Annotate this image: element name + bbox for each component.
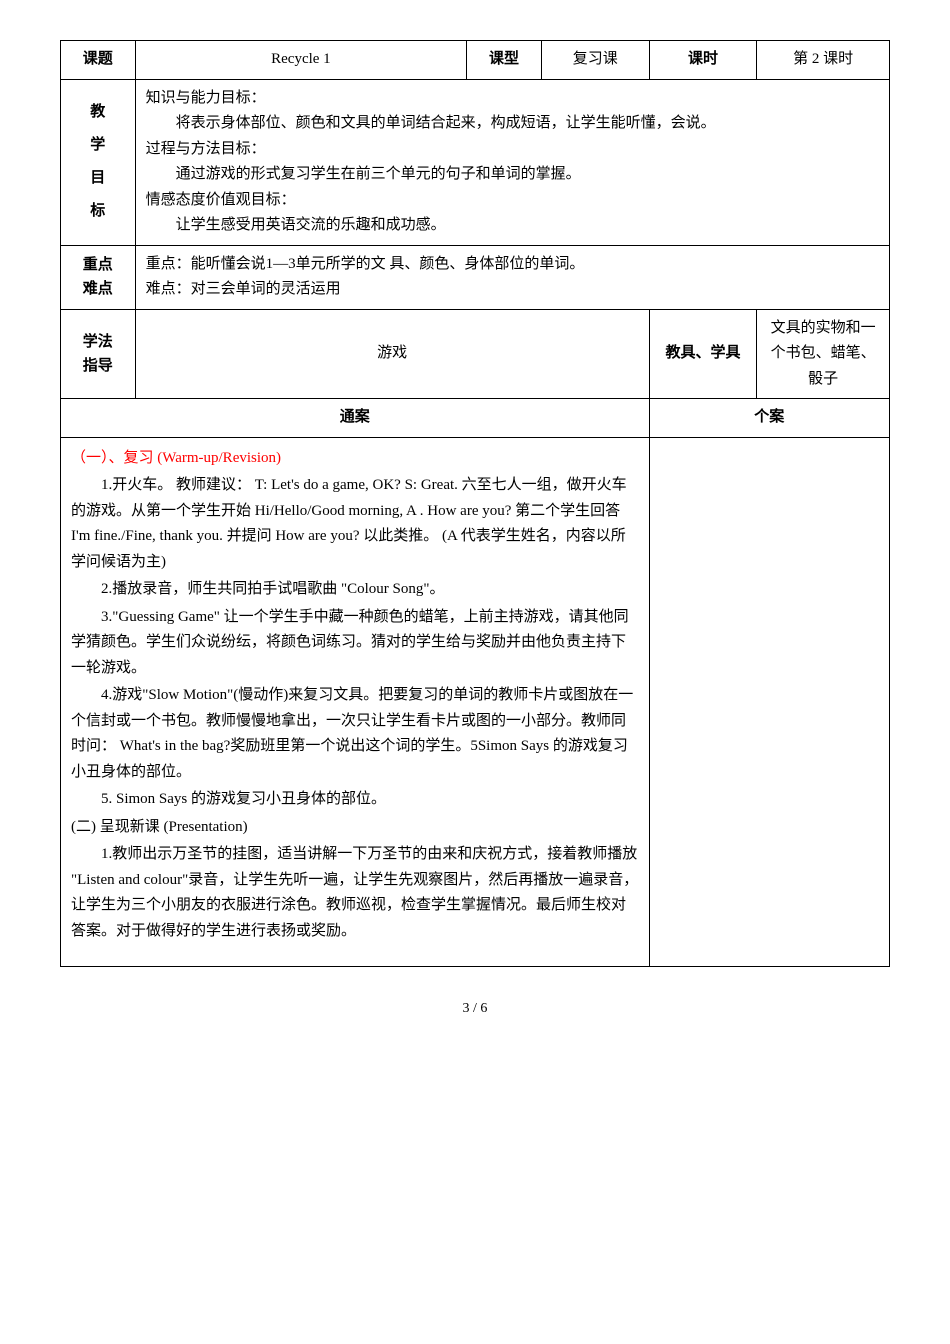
label-objectives: 教学目标 (61, 79, 136, 245)
kp-line1: 重点：能听懂会说1—3单元所学的文 具、颜色、身体部位的单词。 (146, 252, 879, 278)
obj-line3: 过程与方法目标： (146, 137, 879, 163)
jiaoju-value: 文具的实物和一个书包、蜡笔、骰子 (757, 309, 890, 399)
lesson-plan-table: 课题 Recycle 1 课型 复习课 课时 第 2 课时 教学目标 知识与能力… (60, 40, 890, 967)
body-p4: 3."Guessing Game" 让一个学生手中藏一种颜色的蜡笔，上前主持游戏… (71, 605, 639, 682)
row-objectives: 教学目标 知识与能力目标： 将表示身体部位、颜色和文具的单词结合起来，构成短语，… (61, 79, 890, 245)
value-keti: Recycle 1 (135, 41, 467, 80)
label-jiaoju-text: 教具、学具 (665, 345, 740, 361)
obj-line6: 让学生感受用英语交流的乐趣和成功感。 (146, 213, 879, 239)
value-kexing: 复习课 (541, 41, 649, 80)
obj-line4: 通过游戏的形式复习学生在前三个单元的句子和单词的掌握。 (146, 162, 879, 188)
row-keypoints: 重点难点 重点：能听懂会说1—3单元所学的文 具、颜色、身体部位的单词。 难点：… (61, 245, 890, 309)
header-row: 课题 Recycle 1 课型 复习课 课时 第 2 课时 (61, 41, 890, 80)
label-jiaoju: 教具、学具 (649, 309, 757, 399)
label-method-text: 学法指导 (83, 330, 113, 378)
obj-line1: 知识与能力目标： (146, 86, 879, 112)
label-objectives-text: 教学目标 (90, 96, 105, 228)
gean-content (649, 437, 889, 967)
body-p3: 2.播放录音，师生共同拍手试唱歌曲 "Colour Song"。 (71, 577, 639, 603)
body-p8: 1.教师出示万圣节的挂图，适当讲解一下万圣节的由来和庆祝方式，接着教师播放 "L… (71, 842, 639, 944)
body-p1: （一）、复习 (Warm-up/Revision) (71, 446, 639, 472)
label-keypoints-text: 重点难点 (83, 253, 113, 301)
label-gean: 个案 (649, 399, 889, 438)
label-keypoints: 重点难点 (61, 245, 136, 309)
value-keshi: 第 2 课时 (757, 41, 890, 80)
row-method: 学法指导 游戏 教具、学具 文具的实物和一个书包、蜡笔、骰子 (61, 309, 890, 399)
row-body: （一）、复习 (Warm-up/Revision) 1.开火车。 教师建议： T… (61, 437, 890, 967)
page-footer: 3 / 6 (60, 997, 890, 1021)
label-keshi: 课时 (649, 41, 757, 80)
label-tongan: 通案 (61, 399, 650, 438)
body-p2: 1.开火车。 教师建议： T: Let's do a game, OK? S: … (71, 473, 639, 575)
body-p6: 5. Simon Says 的游戏复习小丑身体的部位。 (71, 787, 639, 813)
tongan-content: （一）、复习 (Warm-up/Revision) 1.开火车。 教师建议： T… (61, 437, 650, 967)
kp-line2: 难点：对三会单词的灵活运用 (146, 277, 879, 303)
label-method: 学法指导 (61, 309, 136, 399)
body-p5: 4.游戏"Slow Motion"(慢动作)来复习文具。把要复习的单词的教师卡片… (71, 683, 639, 785)
label-kexing: 课型 (467, 41, 542, 80)
keypoints-content: 重点：能听懂会说1—3单元所学的文 具、颜色、身体部位的单词。 难点：对三会单词… (135, 245, 889, 309)
obj-line2: 将表示身体部位、颜色和文具的单词结合起来，构成短语，让学生能听懂，会说。 (146, 111, 879, 137)
obj-line5: 情感态度价值观目标： (146, 188, 879, 214)
objectives-content: 知识与能力目标： 将表示身体部位、颜色和文具的单词结合起来，构成短语，让学生能听… (135, 79, 889, 245)
row-case-header: 通案 个案 (61, 399, 890, 438)
body-p7: (二) 呈现新课 (Presentation) (71, 815, 639, 841)
method-value: 游戏 (135, 309, 649, 399)
label-keti: 课题 (61, 41, 136, 80)
